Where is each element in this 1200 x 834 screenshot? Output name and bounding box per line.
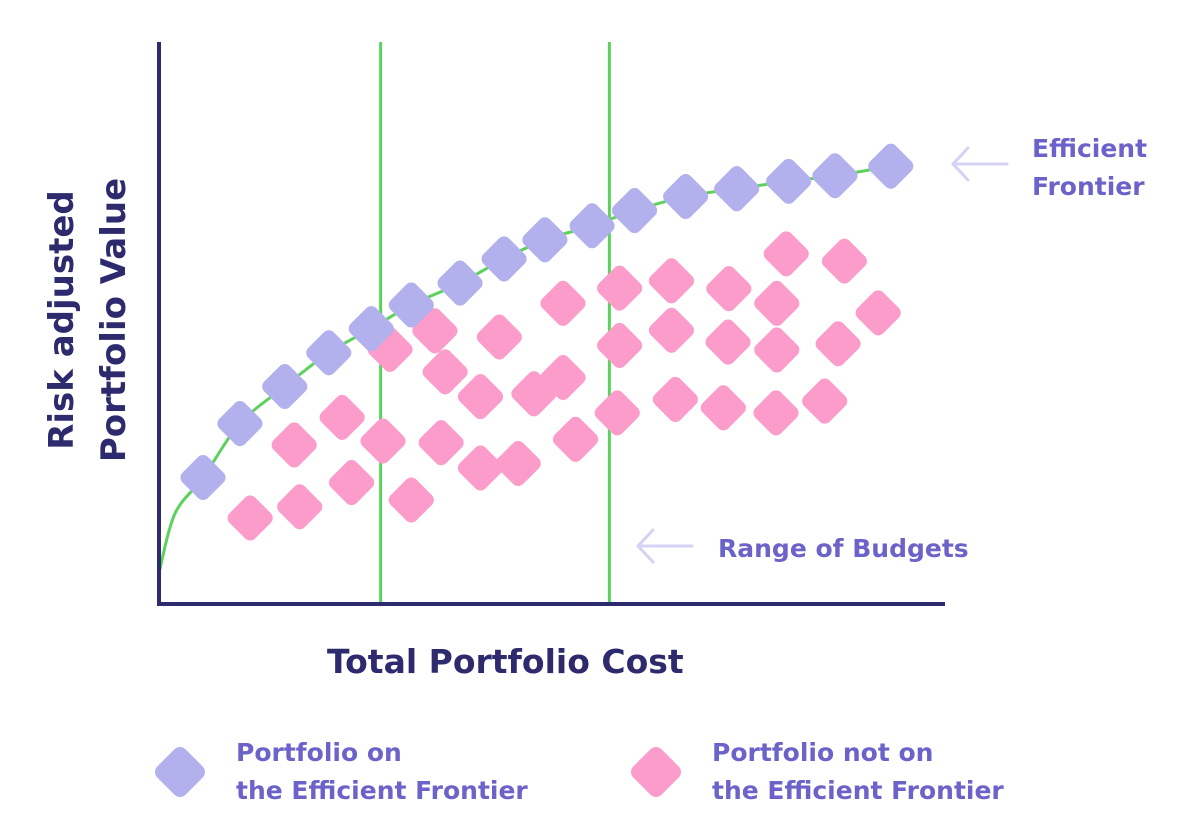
not-on-frontier-point-3 [329, 460, 375, 506]
not-on-frontier-point-24 [597, 322, 643, 369]
budgets-annotation: Range of Budgets [718, 534, 969, 563]
not-on-frontier-point-13 [652, 376, 698, 422]
not-on-frontier-point-1 [227, 495, 273, 541]
axes [157, 42, 945, 606]
budgets-arrow-icon [636, 528, 694, 564]
on-frontier-point-6 [388, 282, 434, 328]
not-on-frontier-point-27 [754, 327, 800, 373]
not-on-frontier-point-2 [277, 484, 323, 530]
on-frontier-point-10 [569, 203, 615, 249]
legend-label-on-frontier-line1: Portfolio on [236, 738, 402, 767]
on-frontier-point-15 [812, 153, 858, 199]
on-frontier-point-11 [611, 188, 658, 234]
not-on-frontier-point-33 [754, 280, 800, 326]
not-on-frontier-point-10 [495, 440, 541, 487]
legend-item-on-frontier: Portfolio on the Efficient Frontier [151, 734, 528, 810]
not-on-frontier-point-14 [700, 385, 746, 431]
on-frontier-point-4 [306, 330, 352, 376]
not-on-frontier-point-9 [457, 445, 504, 491]
not-on-frontier-point-28 [815, 321, 861, 367]
not-on-frontier-point-12 [594, 390, 640, 436]
series-on-frontier [180, 143, 914, 501]
on-frontier-point-9 [522, 217, 568, 263]
not-on-frontier-point-23 [476, 314, 522, 360]
not-on-frontier-point-22 [412, 308, 458, 354]
on-frontier-point-1 [180, 454, 226, 501]
arrows [636, 146, 1009, 564]
on-frontier-point-8 [481, 236, 527, 282]
legend-label-on-frontier-line2: the Efficient Frontier [236, 776, 528, 805]
frontier-annotation-line2: Frontier [1032, 172, 1145, 201]
not-on-frontier-point-31 [648, 258, 695, 304]
not-on-frontier-point-32 [706, 266, 752, 312]
not-on-frontier-point-30 [597, 265, 643, 311]
not-on-frontier-point-11 [553, 416, 599, 462]
on-frontier-point-13 [714, 166, 760, 212]
legend-item-not-on-frontier: Portfolio not on the Efficient Frontier [627, 734, 1004, 810]
y-axis-label: Risk adjusted Portfolio Value [42, 177, 134, 463]
frontier-annotation-line1: Efficient [1032, 134, 1148, 163]
legend-label-on-frontier: Portfolio on the Efficient Frontier [236, 734, 528, 810]
legend-label-not-on-frontier-line2: the Efficient Frontier [712, 776, 1004, 805]
not-on-frontier-point-18 [457, 374, 504, 420]
legend-swatch-purple-diamond-icon [151, 743, 209, 801]
not-on-frontier-point-17 [422, 349, 468, 395]
not-on-frontier-point-25 [648, 307, 695, 353]
on-frontier-point-2 [217, 401, 263, 447]
not-on-frontier-point-15 [753, 390, 799, 436]
not-on-frontier-point-5 [271, 422, 317, 468]
frontier-arrow-icon [951, 146, 1009, 182]
on-frontier-point-7 [437, 260, 483, 306]
legend-label-not-on-frontier-line1: Portfolio not on [712, 738, 934, 767]
not-on-frontier-point-36 [821, 238, 867, 284]
legend-swatch-pink-diamond-icon [627, 743, 685, 801]
not-on-frontier-point-35 [763, 231, 809, 277]
not-on-frontier-point-16 [802, 378, 848, 424]
not-on-frontier-point-7 [360, 418, 406, 464]
frontier-annotation: Efficient Frontier [1032, 130, 1147, 206]
legend-label-not-on-frontier: Portfolio not on the Efficient Frontier [712, 734, 1004, 810]
not-on-frontier-point-8 [418, 420, 464, 466]
not-on-frontier-point-20 [540, 354, 586, 401]
on-frontier-point-3 [262, 363, 308, 410]
not-on-frontier-point-26 [705, 319, 751, 365]
x-axis-label: Total Portfolio Cost [327, 642, 684, 681]
on-frontier-point-14 [766, 158, 812, 204]
series-not-on-frontier [227, 231, 901, 541]
not-on-frontier-point-29 [540, 280, 586, 326]
on-frontier-point-12 [663, 173, 709, 220]
on-frontier-point-5 [348, 306, 394, 352]
not-on-frontier-point-4 [388, 477, 434, 523]
on-frontier-point-16 [868, 143, 914, 189]
not-on-frontier-point-6 [319, 394, 365, 440]
not-on-frontier-point-34 [855, 290, 901, 336]
